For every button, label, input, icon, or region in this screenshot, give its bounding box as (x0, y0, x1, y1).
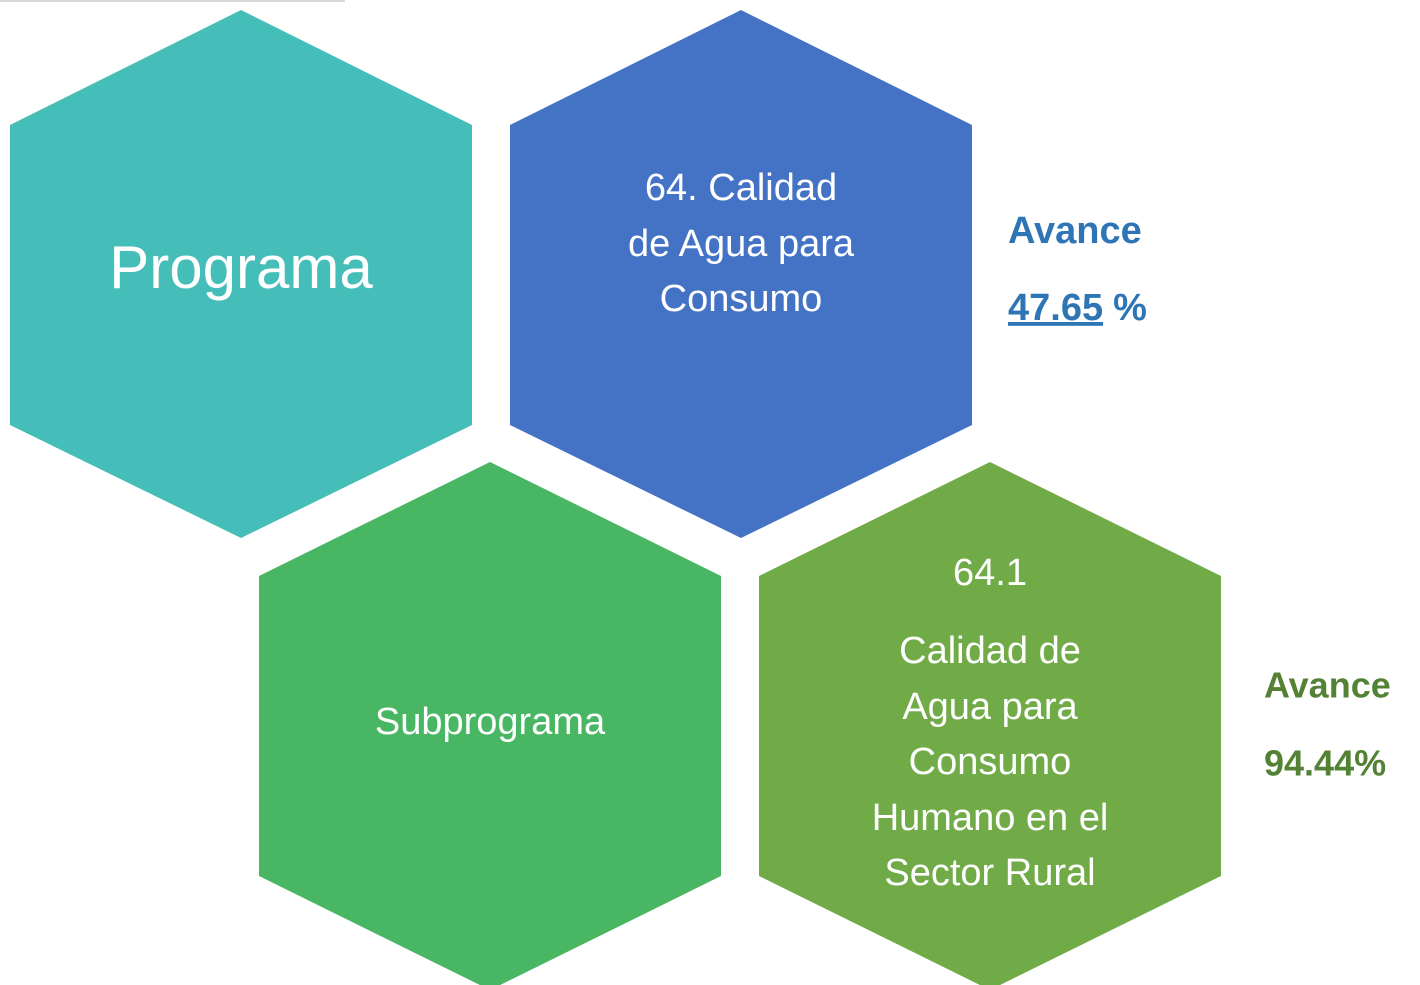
avance-label: Avance (1008, 210, 1142, 252)
hex-label: Subprograma (375, 701, 606, 743)
top-rule (0, 0, 345, 2)
hex-label: Agua para (902, 686, 1078, 728)
hex-label: Consumo (660, 278, 823, 320)
hexagon-programa-name (510, 10, 972, 538)
hex-label: Programa (109, 234, 373, 301)
avance-link[interactable]: 47.65 (1008, 287, 1103, 329)
hex-label: Calidad de (899, 630, 1081, 672)
hexagon-subprograma (259, 462, 721, 985)
hex-label: Humano en el (872, 797, 1109, 839)
hex-label: Sector Rural (884, 852, 1095, 894)
avance-label: Avance (1264, 665, 1391, 706)
avance-value: 94.44% (1264, 743, 1386, 784)
hexagon-subprograma-name (759, 462, 1221, 985)
hex-label: 64. Calidad (645, 167, 837, 209)
avance-unit: % (1113, 287, 1147, 329)
hex-label: de Agua para (628, 223, 855, 265)
hex-label: Consumo (909, 741, 1072, 783)
hex-label: 64.1 (953, 552, 1027, 594)
hexagon-programa (10, 10, 472, 538)
avance-value: 47.65% (1008, 287, 1147, 329)
